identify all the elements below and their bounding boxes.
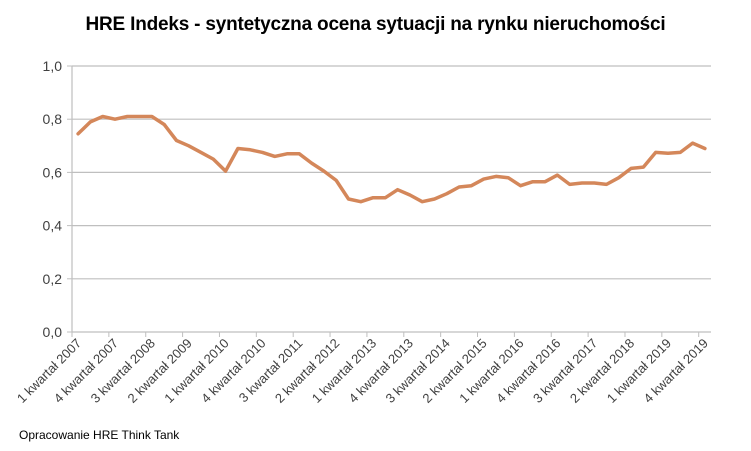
- x-tick-label: 3 kwartał 2008: [88, 336, 158, 406]
- x-tick-label: 4 kwartał 2016: [493, 336, 563, 406]
- x-tick-label: 3 kwartał 2014: [383, 336, 453, 406]
- y-tick-label: 0,2: [43, 271, 63, 287]
- y-tick-label: 1,0: [43, 58, 63, 74]
- x-tick-label: 2 kwartał 2018: [567, 336, 637, 406]
- x-tick-label: 2 kwartał 2012: [272, 336, 342, 406]
- y-tick-label: 0,6: [43, 164, 63, 180]
- x-tick-label: 1 kwartał 2013: [309, 336, 379, 406]
- x-tick-label: 2 kwartał 2009: [124, 336, 194, 406]
- x-tick-label: 4 kwartał 2013: [346, 336, 416, 406]
- x-tick-label: 4 kwartał 2007: [51, 336, 121, 406]
- y-tick-label: 0,0: [43, 324, 63, 340]
- x-tick-label: 3 kwartał 2017: [530, 336, 600, 406]
- y-tick-label: 0,8: [43, 111, 63, 127]
- source-note: Opracowanie HRE Think Tank: [19, 428, 180, 442]
- x-tick-label: 1 kwartał 2016: [456, 336, 526, 406]
- x-tick-label: 1 kwartał 2007: [14, 336, 84, 406]
- x-tick-label: 2 kwartał 2015: [419, 336, 489, 406]
- x-tick-label: 1 kwartał 2019: [604, 336, 674, 406]
- y-tick-label: 0,4: [43, 218, 63, 234]
- x-tick-label: 4 kwartał 2019: [641, 336, 711, 406]
- x-tick-label: 1 kwartał 2010: [161, 336, 231, 406]
- gridlines: [72, 65, 711, 280]
- chart-title: HRE Indeks - syntetyczna ocena sytuacji …: [85, 14, 666, 35]
- series-line-hre-indeks: [76, 114, 707, 204]
- x-tick-label: 4 kwartał 2010: [198, 336, 268, 406]
- y-axis: 0,0 0,2 0,4 0,6 0,8 1,0: [43, 58, 73, 340]
